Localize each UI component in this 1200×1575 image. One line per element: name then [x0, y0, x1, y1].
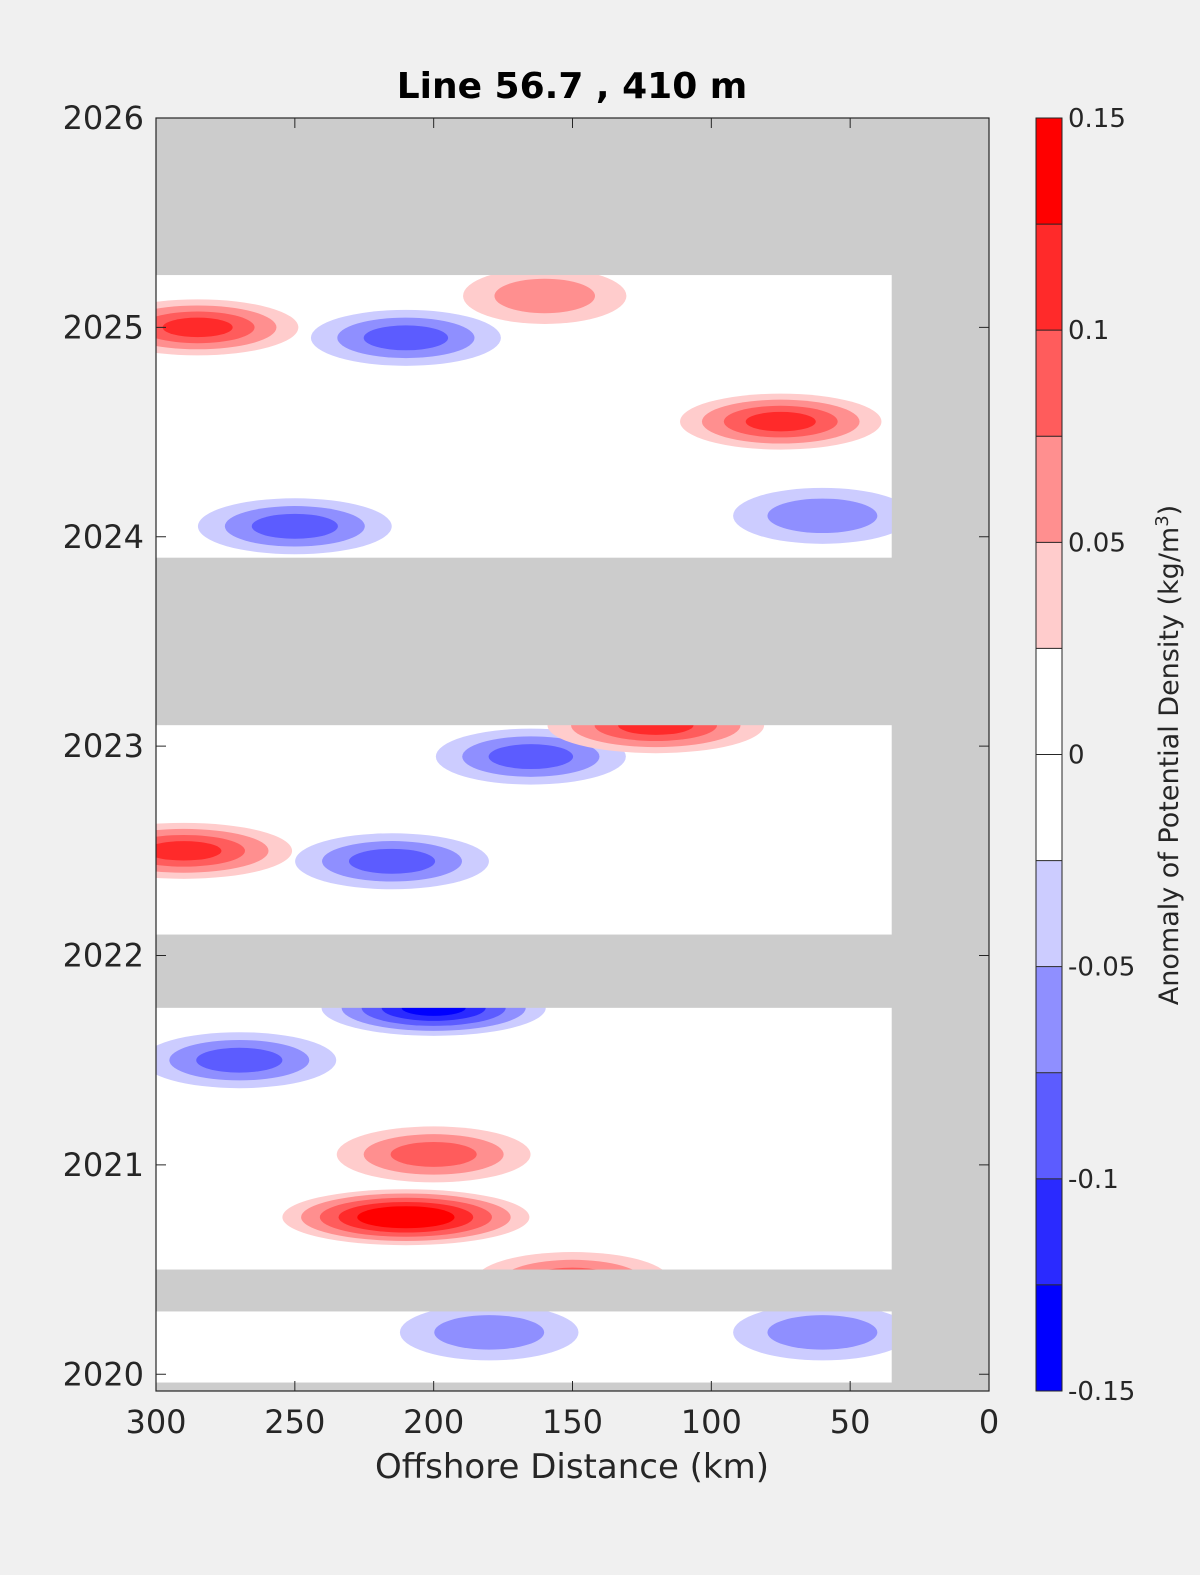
contour-level-3: [251, 513, 338, 539]
x-axis-ticks: 300 250 200 150 100 50 0: [125, 118, 999, 1441]
x-tick-label: 50: [830, 1403, 871, 1441]
contour-level-2: [494, 278, 596, 314]
colorbar-tick-label: 0: [1068, 741, 1085, 771]
y-tick-label: 2023: [63, 727, 144, 765]
contour-level-3: [363, 325, 449, 351]
anomaly-feature-positive-0: [156, 299, 299, 356]
plot-area: 300 250 200 150 100 50 0 202020212022202320242…: [63, 99, 1000, 1441]
x-tick-label: 250: [264, 1403, 325, 1441]
data-gaps: [156, 118, 989, 1391]
anomaly-feature-negative-7: [435, 728, 626, 785]
nearshore-nodata: [891, 118, 989, 1391]
anomaly-feature-negative-1: [310, 309, 501, 366]
colorbar-segment: [1036, 118, 1062, 225]
y-tick-label: 2026: [63, 99, 144, 137]
colorbar-label-superscript: 3: [1152, 515, 1173, 526]
colorbar-tick-label: 0.15: [1068, 104, 1126, 134]
anomaly-feature-positive-14: [282, 1189, 530, 1246]
anomaly-feature-negative-4: [197, 498, 392, 555]
chart-title: Line 56.7 , 410 m: [397, 66, 748, 107]
y-tick-label: 2021: [63, 1146, 144, 1184]
colorbar-segment: [1036, 966, 1062, 1074]
colorbar: 0.15 0.1 0.05 0 -0.05 -0.1 -0.15: [1035, 104, 1135, 1407]
x-tick-label: 200: [403, 1403, 464, 1441]
y-tick-label: 2024: [63, 518, 144, 556]
colorbar-segment: [1036, 542, 1062, 649]
colorbar-tick-label: -0.05: [1068, 953, 1135, 983]
colorbar-tick-label: -0.15: [1068, 1377, 1135, 1407]
anomaly-feature-negative-5: [733, 487, 912, 544]
data-region: [156, 275, 892, 1383]
colorbar-label-main: Anomaly of Potential Density (kg/m: [1154, 527, 1185, 1005]
anomaly-field: [156, 267, 912, 1383]
anomaly-feature-negative-12: [156, 1032, 337, 1089]
data-gap-2: [156, 1269, 989, 1312]
colorbar-segment: [1036, 224, 1062, 331]
colorbar-label: Anomaly of Potential Density (kg/m3): [1152, 505, 1185, 1005]
anomaly-feature-negative-10: [295, 833, 489, 890]
contour-level-4: [156, 841, 222, 861]
data-gap-1: [156, 934, 989, 1008]
anomaly-feature-positive-3: [680, 393, 882, 450]
y-axis-ticks: 2020 2021 2022 2023 2024 2025 2026: [63, 99, 989, 1393]
x-tick-label: 100: [681, 1403, 742, 1441]
x-tick-label: 300: [125, 1403, 186, 1441]
contour-level-4: [745, 411, 816, 432]
colorbar-segment: [1036, 330, 1062, 437]
colorbar-segment: [1036, 1284, 1062, 1392]
colorbar-tick-label: 0.1: [1068, 316, 1109, 346]
x-tick-label: 150: [542, 1403, 603, 1441]
colorbar-segment: [1036, 436, 1062, 543]
data-gap-0: [156, 557, 989, 726]
anomaly-feature-positive-9: [156, 822, 293, 879]
contour-level-2: [767, 1315, 878, 1350]
colorbar-segment: [1036, 754, 1062, 862]
x-axis-label: Offshore Distance (km): [375, 1447, 769, 1487]
contour-level-2: [767, 498, 878, 534]
y-tick-label: 2022: [63, 937, 144, 975]
colorbar-tick-label: 0.05: [1068, 528, 1126, 558]
contour-level-6: [375, 1210, 436, 1225]
anomaly-feature-positive-2: [463, 267, 627, 324]
contour-level-3: [196, 1047, 283, 1073]
contour-level-3: [488, 744, 574, 770]
colorbar-segment: [1036, 648, 1062, 755]
y-tick-label: 2025: [63, 308, 144, 346]
contour-level-4: [162, 317, 233, 338]
colorbar-segment: [1036, 1072, 1062, 1180]
anomaly-feature-negative-17: [733, 1304, 912, 1361]
contour-level-3: [390, 1141, 477, 1167]
future-nodata: [156, 118, 989, 276]
y-tick-label: 2020: [63, 1355, 144, 1393]
colorbar-tick-label: -0.1: [1068, 1165, 1119, 1195]
contour-level-2: [434, 1315, 545, 1350]
contour-level-3: [348, 848, 436, 874]
anomaly-feature-negative-16: [399, 1304, 579, 1361]
colorbar-segment: [1036, 1178, 1062, 1286]
colorbar-segment: [1036, 860, 1062, 968]
x-tick-label: 0: [979, 1403, 999, 1441]
anomaly-feature-positive-13: [336, 1126, 531, 1183]
colorbar-label-end: ): [1154, 505, 1185, 516]
